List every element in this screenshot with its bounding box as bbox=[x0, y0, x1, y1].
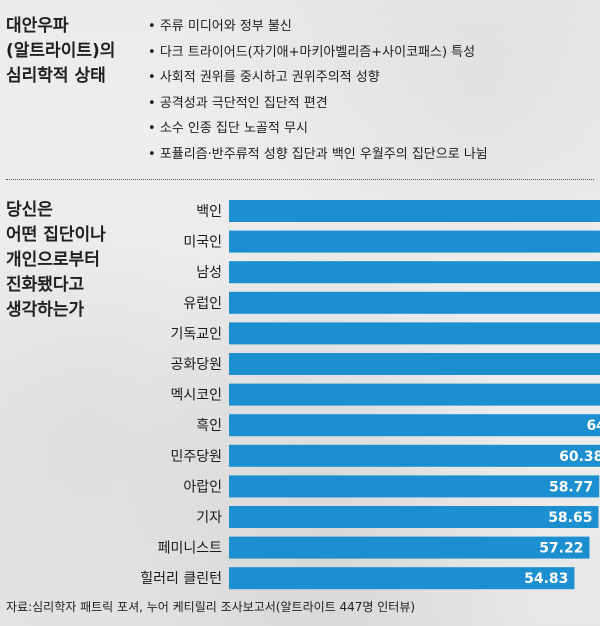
bar bbox=[229, 383, 600, 406]
topic-heading: 대안우파 (알트라이트)의 심리학적 상태 bbox=[6, 16, 116, 86]
trait-item: 공격성과 극단적인 집단적 편견 bbox=[148, 91, 598, 117]
bar bbox=[229, 230, 600, 253]
section-divider bbox=[6, 179, 594, 180]
bar bbox=[229, 353, 600, 375]
bar bbox=[229, 567, 575, 590]
bar bbox=[229, 444, 600, 467]
category-label: 민주당원 bbox=[170, 449, 222, 465]
value-label: 58.77 bbox=[549, 479, 593, 495]
trait-item: 소수 인종 집단 노골적 무시 bbox=[148, 116, 598, 142]
value-label: 58.65 bbox=[548, 510, 592, 526]
bar bbox=[229, 475, 600, 498]
bar bbox=[229, 291, 600, 314]
value-label: 57.22 bbox=[539, 541, 583, 557]
category-label: 미국인 bbox=[183, 235, 222, 251]
category-label: 공화당원 bbox=[170, 357, 222, 373]
bar bbox=[229, 536, 590, 559]
trait-item: 다크 트라이어드(자기애+마키아벨리즘+사이코패스) 특성 bbox=[148, 40, 598, 66]
category-label: 힐러리 클린턴 bbox=[140, 571, 222, 587]
category-label: 백인 bbox=[196, 204, 222, 220]
chart-question: 당신은 어떤 집단이나 개인으로부터 진화됐다고 생각하는가 bbox=[6, 200, 106, 320]
bar-chart: 백인91.8미국인88.63남성88.47유럽인87.08기독교인83.81공화… bbox=[140, 200, 600, 590]
category-label: 유럽인 bbox=[183, 296, 222, 312]
value-label: 60.38 bbox=[559, 449, 600, 465]
category-label: 기자 bbox=[196, 510, 222, 526]
category-label: 기독교인 bbox=[170, 326, 222, 342]
category-label: 흑인 bbox=[196, 417, 222, 434]
bar bbox=[229, 322, 600, 345]
bar bbox=[229, 200, 600, 222]
trait-item: 주류 미디어와 정부 불신 bbox=[148, 14, 598, 40]
value-label: 54.83 bbox=[524, 571, 568, 587]
category-label: 페미니스트 bbox=[158, 541, 223, 557]
category-label: 남성 bbox=[196, 265, 222, 281]
traits-list: 주류 미디어와 정부 불신 다크 트라이어드(자기애+마키아벨리즘+사이코패스)… bbox=[148, 14, 598, 167]
bar bbox=[229, 414, 600, 437]
category-label: 아랍인 bbox=[183, 479, 222, 495]
category-label: 멕시코인 bbox=[170, 388, 222, 404]
value-label: 64.72 bbox=[586, 418, 600, 434]
bar bbox=[229, 506, 599, 528]
trait-item: 사회적 권위를 중시하고 권위주의적 성향 bbox=[148, 65, 598, 91]
source-note: 자료:심리학자 패트릭 포셔, 누어 케티릴리 조사보고서(알트라이트 447명… bbox=[6, 600, 416, 614]
trait-item: 포퓰리즘·반주류적 성향 집단과 백인 우월주의 집단으로 나뉨 bbox=[148, 142, 598, 168]
bar bbox=[229, 261, 600, 284]
